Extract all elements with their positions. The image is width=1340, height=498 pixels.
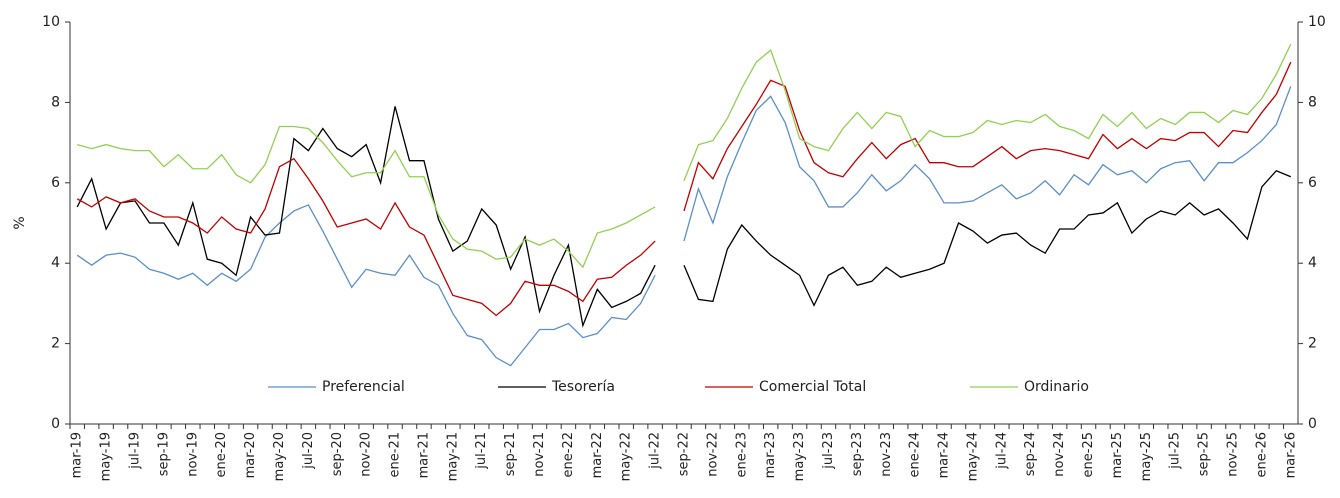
x-tick-label: mar-25 [1110, 432, 1125, 478]
x-tick-label: jul-23 [821, 432, 836, 470]
x-tick-label: nov-24 [1052, 432, 1067, 477]
x-tick-label: ene-20 [214, 432, 229, 477]
x-tick-label: mar-20 [243, 432, 258, 478]
x-tick-label: sep-23 [850, 432, 865, 476]
x-tick-label: may-25 [1139, 432, 1154, 481]
x-tick-label: sep-25 [1197, 432, 1212, 476]
x-tick-label: mar-21 [416, 432, 431, 478]
x-tick-label: ene-24 [908, 432, 923, 477]
legend-label: Ordinario [1024, 379, 1089, 395]
x-tick-label: mar-19 [70, 432, 85, 478]
x-tick-label: may-23 [792, 432, 807, 481]
x-tick-label: nov-25 [1225, 432, 1240, 477]
x-tick-label: mar-23 [763, 432, 778, 478]
x-tick-label: mar-22 [590, 432, 605, 478]
x-tick-label: jul-20 [301, 432, 316, 470]
y-tick-label: 6 [51, 175, 60, 191]
x-tick-label: ene-23 [734, 432, 749, 477]
x-tick-label: mar-24 [937, 432, 952, 478]
series-line [77, 43, 1292, 269]
legend-label: Tesorería [551, 379, 615, 395]
x-tick-label: sep-20 [330, 432, 345, 476]
x-tick-label: sep-22 [677, 432, 692, 476]
x-tick-label: may-20 [272, 432, 287, 481]
x-tick-label: jul-24 [994, 432, 1009, 470]
y2-tick-label: 10 [1308, 14, 1326, 30]
y-tick-label: 2 [51, 336, 60, 352]
y2-tick-label: 4 [1308, 255, 1317, 271]
legend-label: Preferencial [322, 379, 405, 395]
y2-tick-label: 0 [1308, 416, 1317, 432]
x-tick-label: nov-21 [532, 432, 547, 477]
x-tick-label: jul-21 [474, 432, 489, 470]
y-tick-label: 4 [51, 255, 60, 271]
x-tick-label: ene-22 [561, 432, 576, 477]
y-tick-label: 10 [42, 14, 60, 30]
x-tick-label: ene-21 [388, 432, 403, 477]
x-tick-label: ene-25 [1081, 432, 1096, 477]
x-tick-label: nov-20 [359, 432, 374, 477]
x-tick-label: mar-26 [1283, 432, 1298, 478]
y-tick-label: 0 [51, 416, 60, 432]
x-tick-label: may-21 [445, 432, 460, 481]
series-line [76, 86, 1292, 367]
y2-tick-label: 2 [1308, 336, 1317, 352]
legend-label: Comercial Total [759, 379, 866, 395]
y2-tick-label: 6 [1308, 175, 1317, 191]
y2-tick-label: 8 [1308, 94, 1317, 110]
x-tick-label: sep-24 [1023, 432, 1038, 476]
x-tick-label: ene-26 [1254, 432, 1269, 477]
series-line [76, 106, 1292, 328]
x-tick-label: nov-22 [705, 432, 720, 477]
x-tick-label: may-22 [619, 432, 634, 481]
x-tick-label: jul-25 [1168, 432, 1183, 470]
x-tick-label: jul-22 [648, 432, 663, 470]
x-tick-label: sep-21 [503, 432, 518, 476]
x-tick-label: may-19 [99, 432, 114, 481]
y-tick-label: 8 [51, 94, 60, 110]
x-tick-label: may-24 [965, 432, 980, 481]
x-tick-label: jul-19 [128, 432, 143, 470]
y-axis-label: % [12, 216, 28, 229]
series-line [76, 61, 1292, 317]
x-tick-label: sep-19 [156, 432, 171, 476]
x-tick-label: nov-19 [185, 432, 200, 477]
x-tick-label: nov-23 [879, 432, 894, 477]
